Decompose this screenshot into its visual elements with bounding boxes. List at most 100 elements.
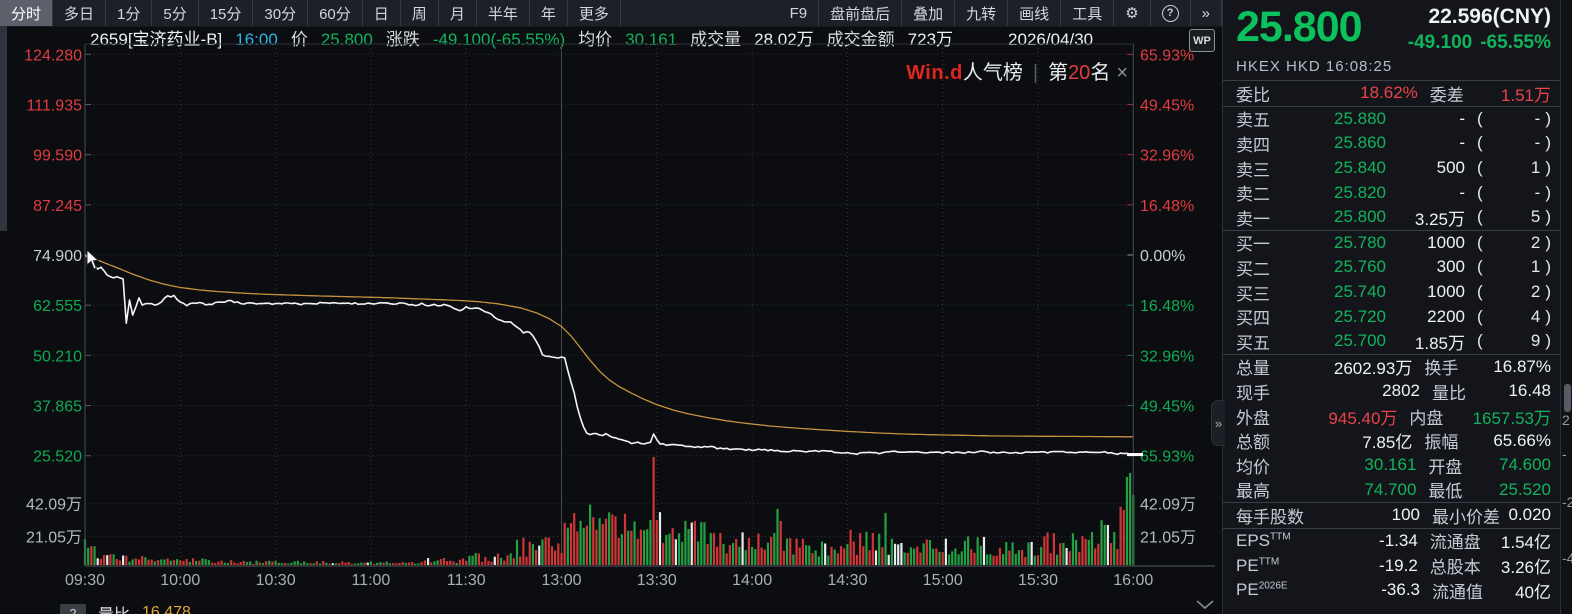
timeframe-tab-7[interactable]: 日	[363, 0, 401, 26]
divider	[1223, 353, 1561, 355]
clipped-text-fragment: -2	[1562, 494, 1572, 510]
divider	[1223, 105, 1561, 107]
timeframe-tab-1[interactable]: 多日	[53, 0, 107, 26]
timeframe-tab-4[interactable]: 15分	[199, 0, 254, 26]
x-axis-time-label: 11:00	[351, 572, 390, 589]
more-chevron-icon[interactable]: »	[1191, 0, 1222, 26]
timeframe-tab-10[interactable]: 半年	[477, 0, 530, 26]
volume-axis-label: 42.09万	[26, 496, 82, 513]
y-axis-percent-label: 32.96%	[1140, 348, 1194, 365]
x-axis-time-label: 10:00	[160, 572, 200, 589]
volume-axis-label: 42.09万	[1140, 496, 1196, 513]
bid-row[interactable]: 买二 25.760 300(1)	[1236, 257, 1551, 279]
y-axis-price-label: 37.865	[33, 399, 82, 416]
bid-row[interactable]: 买三 25.740 1000(2)	[1236, 282, 1551, 304]
chart-plot-area[interactable]: 124.280 65.93% 111.935 49.45% 99.590 32.96% 87…	[0, 0, 1222, 614]
timeframe-tab-5[interactable]: 30分	[253, 0, 309, 26]
y-axis-price-label: 25.520	[33, 449, 82, 466]
y-axis-percent-label: 65.93%	[1140, 449, 1194, 466]
y-axis-percent-label: 49.45%	[1140, 399, 1194, 416]
volume-axis-label: 21.05万	[26, 530, 82, 547]
x-axis-time-label: 09:30	[65, 572, 105, 589]
y-axis-percent-label: 49.45%	[1140, 97, 1194, 114]
cny-equivalent: 22.596(CNY)	[1428, 5, 1551, 28]
x-axis-time-label: 10:30	[256, 572, 296, 589]
y-axis-price-label: 87.245	[33, 198, 82, 215]
wp-document-icon[interactable]: WP	[1189, 29, 1215, 52]
tools-button[interactable]: 工具	[1061, 0, 1115, 26]
clipped-text-fragment: 2	[1562, 412, 1570, 428]
scrollbar-thumb[interactable]	[1564, 384, 1571, 412]
timeframe-tab-12[interactable]: 更多	[568, 0, 621, 26]
help-icon[interactable]: ?	[1151, 0, 1191, 26]
y-axis-percent-label: 16.48%	[1140, 198, 1194, 215]
price-change: -49.100 -65.55%	[1407, 32, 1551, 53]
settings-gear-icon[interactable]: ⚙	[1114, 0, 1151, 26]
y-axis-price-label: 99.590	[33, 148, 82, 165]
timeframe-tab-0[interactable]: 分时	[0, 0, 54, 26]
stat-row: 外盘 945.40万 内盘 1657.53万	[1236, 408, 1552, 428]
stat-row: EPSTTM -1.34 流通盘 1.54亿	[1236, 530, 1551, 553]
nine-turn-button[interactable]: 九转	[955, 0, 1009, 26]
y-axis-price-label: 50.210	[33, 348, 82, 365]
timeframe-tab-6[interactable]: 60分	[308, 0, 363, 26]
volume-axis-label: 21.05万	[1140, 530, 1196, 547]
y-axis-percent-label: 65.93%	[1140, 47, 1194, 64]
timeframe-tab-11[interactable]: 年	[530, 0, 568, 26]
x-axis-time-label: 13:30	[637, 572, 677, 589]
pane-index-box[interactable]: 2	[60, 604, 86, 614]
x-axis-time-label: 14:30	[827, 572, 867, 589]
stat-row: PETTM -19.2 总股本 3.26亿	[1236, 555, 1551, 578]
x-axis-time-label: 11:30	[447, 572, 486, 589]
ask-row[interactable]: 卖三 25.840 500(1)	[1236, 158, 1551, 180]
y-axis-price-label: 111.935	[27, 97, 83, 114]
wind-popularity-badge: Win.d人气榜 | 第20名 ×	[906, 62, 1128, 84]
pre-post-market-button[interactable]: 盘前盘后	[819, 0, 903, 26]
timeframe-tab-2[interactable]: 1分	[106, 0, 153, 26]
quote-panel: 25.800 22.596(CNY) -49.100 -65.55% HKEX H…	[1222, 0, 1561, 614]
indicator-label[interactable]: 量比	[98, 601, 130, 614]
divider	[1223, 80, 1561, 81]
left-edge-strip	[0, 26, 7, 231]
bid-row[interactable]: 买一 25.780 1000(2)	[1236, 232, 1551, 255]
x-axis-time-label: 14:00	[732, 572, 772, 589]
avg_price-line	[84, 254, 1134, 438]
ask-row[interactable]: 卖一 25.800 3.25万(5)	[1236, 207, 1551, 229]
overlay-compare-button[interactable]: 叠加	[902, 0, 956, 26]
bid-row[interactable]: 买四 25.720 2200(4)	[1236, 306, 1551, 329]
clipped-text-fragment: -	[1562, 446, 1567, 462]
divider	[1223, 229, 1561, 231]
timeframe-tab-8[interactable]: 周	[401, 0, 439, 26]
chevron-down-icon[interactable]	[1194, 598, 1216, 611]
last-price-big: 25.800	[1236, 3, 1363, 51]
panel-collapse-handle[interactable]: »	[1211, 400, 1225, 446]
y-axis-price-label: 124.280	[24, 47, 82, 64]
popularity-rank: 20	[1068, 62, 1091, 84]
stat-row: 均价 30.161 开盘 74.600	[1236, 455, 1551, 477]
right-edge-clipped-pane: 2 - -2 -4	[1560, 0, 1572, 614]
drawing-tools-button[interactable]: 画线	[1008, 0, 1062, 26]
y-axis-percent-label: 32.96%	[1140, 148, 1194, 165]
ask-row[interactable]: 卖二 25.820-(-)	[1236, 182, 1551, 205]
bid-row[interactable]: 买五 25.700 1.85万(9)	[1236, 331, 1551, 353]
y-axis-percent-label: 0.00%	[1140, 248, 1185, 265]
stat-row: 现手 2802 量比 16.48	[1236, 381, 1551, 403]
chart-toolbar: 分时 多日 1分 5分 15分 30分 60分日周月半年年更多 F9 盘前盘后 叠加 九转 画线 工具…	[0, 0, 1222, 27]
clipped-text-fragment: -4	[1562, 550, 1572, 566]
indicator-value: 16.478	[142, 604, 191, 614]
divider: |	[1032, 62, 1039, 84]
y-axis-price-label: 62.555	[33, 298, 82, 315]
divider	[1223, 527, 1561, 529]
divider	[1223, 502, 1561, 504]
ask-row[interactable]: 卖五 25.880-(-)	[1236, 108, 1551, 131]
ask-row[interactable]: 卖四 25.860-(-)	[1236, 133, 1551, 155]
timeframe-tab-3[interactable]: 5分	[152, 0, 199, 26]
weibi-row: 委比 18.62% 委差 1.51万	[1236, 83, 1551, 105]
timeframe-tab-9[interactable]: 月	[439, 0, 477, 26]
close-icon[interactable]: ×	[1116, 62, 1128, 84]
exchange-currency-time: HKEX HKD 16:08:25	[1236, 58, 1393, 75]
x-axis-time-label: 13:00	[541, 572, 581, 589]
x-axis-time-label: 16:00	[1113, 572, 1153, 589]
f9-button[interactable]: F9	[779, 0, 820, 26]
